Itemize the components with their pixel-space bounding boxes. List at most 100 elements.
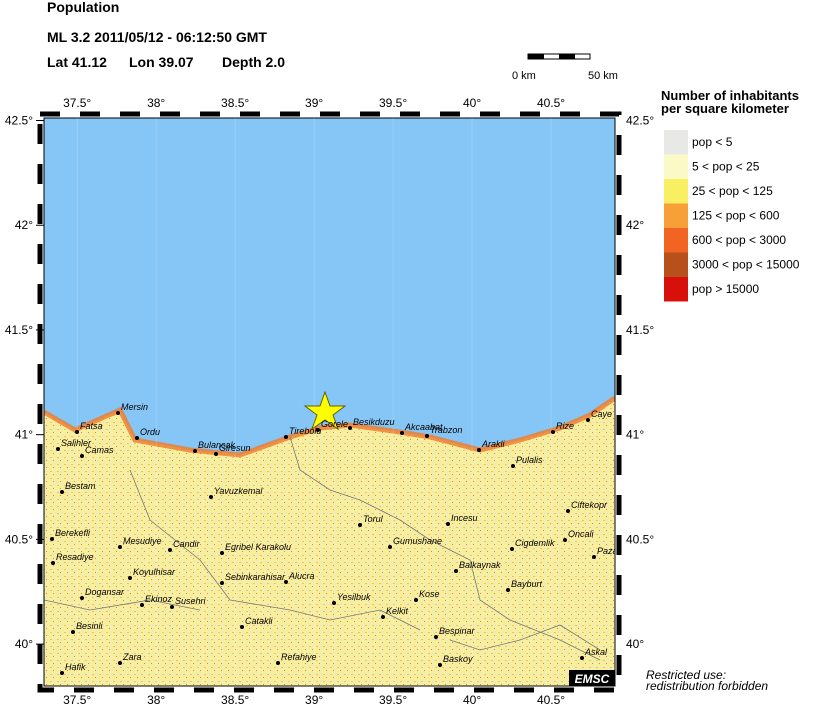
city-label: Gorele [321,419,348,429]
city-dot [551,430,555,434]
city-dot [220,581,224,585]
city-label: Besikduzu [353,417,395,427]
longitude: Lon 39.07 [129,54,194,70]
lat-label: 42.5° [5,114,33,128]
city-dot [240,625,244,629]
city-dot [510,547,514,551]
city-dot [425,434,429,438]
city-label: Dogansar [85,587,125,597]
city-dot [80,454,84,458]
latitude: Lat 41.12 [47,54,107,70]
city-label: Besinli [76,621,104,631]
legend-label: 3000 < pop < 15000 [692,258,800,272]
legend-swatch [664,252,688,277]
city-label: Zara [122,652,142,662]
lat-label: 40.5° [5,532,33,546]
city-label: Baskoy [443,654,473,664]
city-dot [477,448,481,452]
lat-label: 42.5° [626,114,654,128]
city-dot [358,523,362,527]
city-dot [414,598,418,602]
city-label: Refahiye [281,652,317,662]
city-dot [116,411,120,415]
legend-label: pop > 15000 [692,282,759,296]
city-dot [563,538,567,542]
note: Restricted use: [646,668,726,682]
city-dot [168,548,172,552]
lon-label: 37.5° [63,96,91,110]
lon-label: 40.5° [537,693,565,707]
city-label: Fatsa [80,421,103,431]
city-dot [511,464,515,468]
legend-title: Number of inhabitants [661,88,799,103]
city-dot [438,663,442,667]
lat-label: 41.5° [5,323,33,337]
city-label: Ordu [140,427,160,437]
city-label: Sebinkarahisar [225,572,286,582]
city-dot [316,428,320,432]
city-dot [209,495,213,499]
legend-swatch [664,130,688,155]
city-label: Ekinoz [145,594,173,604]
city-label: Incesu [451,513,478,523]
lon-label: 38.5° [221,693,249,707]
city-label: Berekefli [55,528,91,538]
city-dot [60,490,64,494]
city-label: Candir [173,539,201,549]
city-label: Trabzon [430,425,462,435]
city-label: Hafik [65,662,86,672]
city-dot [586,418,590,422]
legend-label: 5 < pop < 25 [692,160,760,174]
city-label: Camas [85,445,114,455]
city-dot [193,449,197,453]
city-label: Ciftekopr [571,500,608,510]
legend-label: 600 < pop < 3000 [692,233,786,247]
city-dot [75,430,79,434]
city-dot [284,580,288,584]
city-dot [434,635,438,639]
lat-label: 41° [626,428,644,442]
legend-swatch [664,228,688,253]
city-label: Mesudiye [123,536,162,546]
city-dot [60,671,64,675]
lat-label: 41.5° [626,323,654,337]
logo: EMSC [569,670,615,686]
city-label: Pulalis [516,455,543,465]
city-label: Balkaynak [459,560,501,570]
city-label: Kose [419,589,440,599]
city-label: Arakli [481,439,506,449]
legend-title: per square kilometer [661,101,789,116]
lat-label: 41° [15,428,33,442]
city-label: Akcaabat [404,422,443,432]
city-label: Catakli [245,616,274,626]
city-dot [506,588,510,592]
lon-label: 38° [147,693,165,707]
boundaries [44,436,601,661]
city-dot [592,555,596,559]
lon-label: 40.5° [537,96,565,110]
city-label: Giresun [219,443,251,453]
map-frame [37,111,622,693]
city-dot [566,509,570,513]
lon-label: 37.5° [63,693,91,707]
city-dot [51,561,55,565]
city-dot [388,545,392,549]
lon-label: 39.5° [379,693,407,707]
city-label: Egribel Karakolu [225,542,291,552]
city-label: Susehri [175,596,207,606]
lon-label: 40° [463,693,481,707]
lon-label: 38° [147,96,165,110]
scale-bar: 0 km 50 km [512,53,618,82]
city-dot [80,596,84,600]
epicenter-star [303,390,347,431]
city-dot [118,661,122,665]
scale-start: 0 km [512,70,536,82]
city-dot [400,431,404,435]
city-label: Tirebolu [289,426,321,436]
city-dot [348,426,352,430]
city-dot [580,656,584,660]
lon-label: 40° [463,96,481,110]
city-dot [135,436,139,440]
lat-label: 42° [15,218,33,232]
